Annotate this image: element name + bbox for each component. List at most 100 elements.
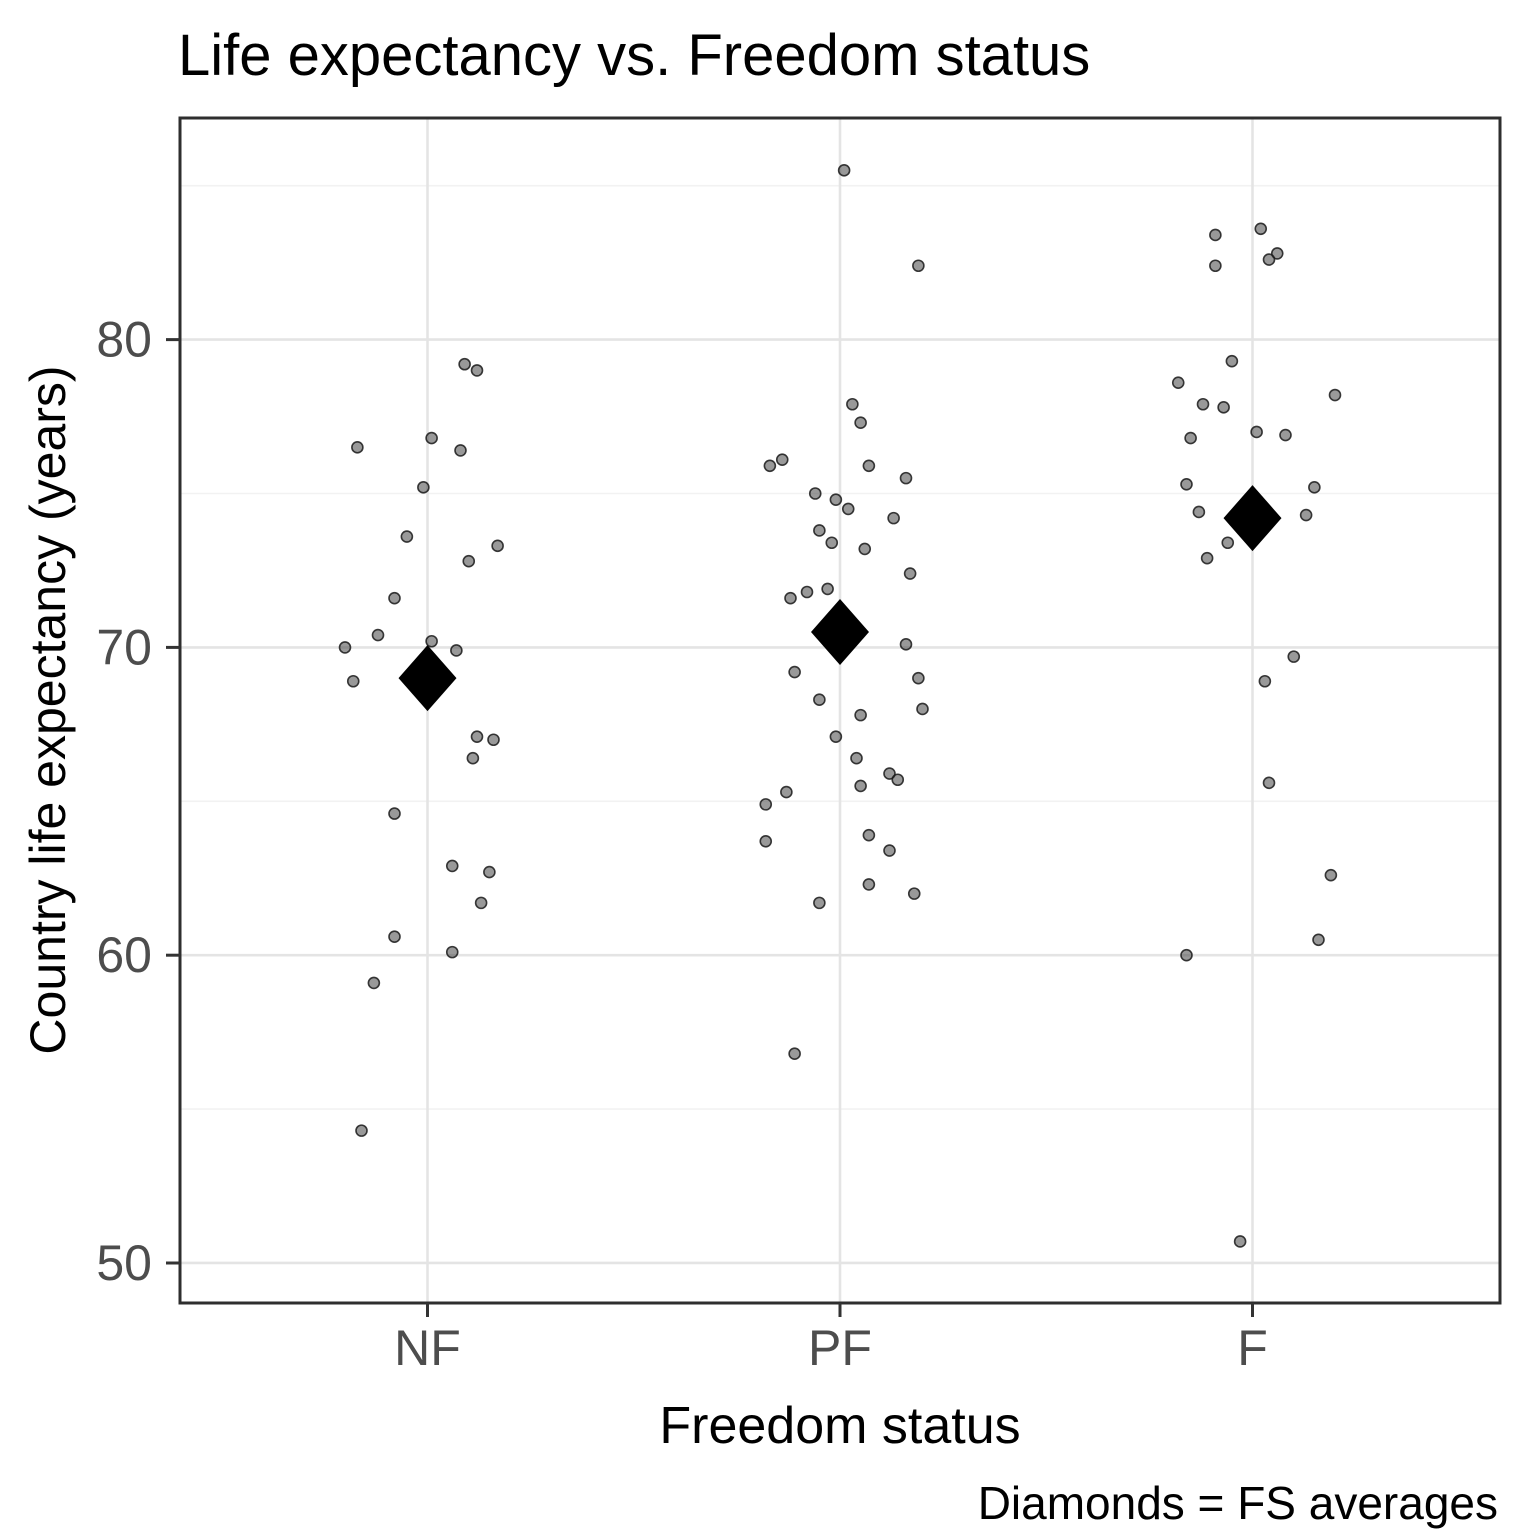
data-point: [1200, 551, 1214, 565]
data-point: [1180, 948, 1193, 962]
data-point: [388, 807, 401, 820]
data-point: [417, 481, 430, 494]
data-point: [850, 751, 863, 765]
data-point: [470, 730, 484, 743]
data-point: [899, 638, 913, 651]
data-point: [1209, 228, 1222, 242]
data-point: [487, 733, 500, 747]
data-point: [1279, 428, 1292, 442]
data-point: [1308, 481, 1321, 494]
data-point: [829, 493, 843, 506]
data-point: [862, 828, 876, 842]
x-tick-label: PF: [808, 1320, 872, 1376]
data-point: [907, 887, 921, 900]
x-tick-label: F: [1237, 1320, 1268, 1376]
data-point: [775, 453, 789, 466]
data-point: [1328, 388, 1342, 402]
data-point: [346, 674, 360, 688]
data-point: [813, 693, 826, 707]
data-point: [841, 502, 855, 516]
mean-diamond: [1223, 485, 1282, 552]
data-point: [483, 865, 496, 879]
data-point: [1254, 222, 1268, 236]
data-point: [883, 767, 896, 780]
data-point: [338, 641, 352, 654]
data-point: [454, 444, 467, 457]
data-point: [351, 441, 364, 454]
data-point: [854, 708, 867, 722]
data-point: [780, 785, 793, 799]
caption: Diamonds = FS averages: [977, 1477, 1498, 1529]
data-point: [1209, 259, 1222, 273]
data-point: [425, 634, 438, 648]
data-point: [854, 779, 867, 793]
data-point: [1262, 253, 1276, 266]
data-point: [1217, 401, 1230, 414]
data-point: [474, 896, 488, 910]
data-point: [903, 567, 917, 580]
data-point: [450, 644, 463, 657]
data-point: [759, 798, 773, 811]
data-point: [445, 945, 459, 959]
data-point: [813, 896, 826, 910]
data-point: [858, 542, 872, 556]
data-point: [800, 585, 814, 599]
data-point: [491, 539, 504, 553]
data-point: [821, 582, 834, 596]
data-point: [759, 835, 773, 848]
data-point: [470, 364, 484, 377]
data-point: [837, 164, 851, 177]
data-point: [1180, 477, 1193, 491]
data-point: [916, 702, 929, 716]
x-axis-title: Freedom status: [659, 1397, 1021, 1455]
data-point: [1270, 247, 1284, 260]
y-axis-title: Country life expectancy (years): [20, 365, 76, 1055]
data-point: [371, 628, 385, 642]
y-tick-label: 70: [96, 619, 152, 675]
data-point: [862, 878, 876, 891]
data-point: [458, 357, 471, 371]
data-point: [1171, 376, 1185, 390]
data-point: [883, 844, 896, 857]
data-point: [1258, 674, 1272, 688]
data-point: [763, 459, 777, 473]
x-tick-label: NF: [394, 1320, 461, 1376]
data-point: [912, 671, 925, 685]
data-point: [1221, 536, 1235, 550]
data-point: [388, 930, 401, 944]
chart-title: Life expectancy vs. Freedom status: [178, 23, 1091, 88]
data-point: [899, 471, 913, 485]
data-point: [813, 524, 826, 537]
data-point: [1287, 650, 1301, 663]
data-point: [912, 259, 925, 273]
y-tick-label: 80: [96, 312, 152, 368]
mean-diamond: [811, 599, 869, 666]
data-point: [784, 591, 797, 605]
data-point: [1192, 505, 1206, 519]
data-point: [445, 859, 459, 873]
y-tick-label: 60: [96, 927, 152, 983]
y-tick-label: 50: [96, 1235, 152, 1291]
data-point: [388, 591, 401, 605]
data-point: [788, 1047, 801, 1060]
data-point: [887, 511, 900, 525]
data-point: [854, 416, 867, 430]
data-point: [891, 773, 905, 787]
mean-diamond: [398, 645, 457, 712]
data-point: [400, 530, 414, 543]
data-point: [1312, 933, 1325, 947]
data-point: [829, 730, 843, 743]
data-point: [1262, 776, 1276, 790]
data-point: [862, 459, 876, 473]
data-point: [355, 1124, 368, 1137]
data-point: [1225, 354, 1239, 368]
data-point: [825, 536, 839, 550]
data-point: [1324, 868, 1338, 882]
data-point: [1233, 1235, 1247, 1248]
data-point: [1299, 508, 1313, 522]
data-point: [1184, 431, 1197, 445]
data-point: [466, 751, 480, 765]
data-point: [808, 487, 822, 500]
